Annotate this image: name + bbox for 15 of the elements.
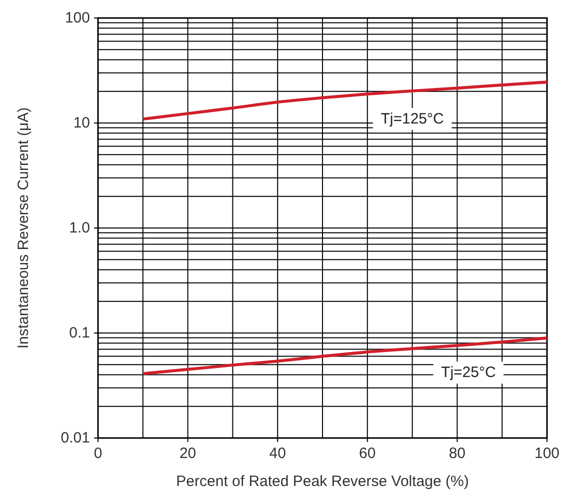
y-tick-label: 1.0 <box>69 220 90 236</box>
x-tick-label: 100 <box>534 445 560 462</box>
x-axis-title: Percent of Rated Peak Reverse Voltage (%) <box>176 473 469 490</box>
series-label: Tj=125°C <box>380 110 444 128</box>
x-tick-label: 80 <box>448 445 466 462</box>
x-tick-label: 40 <box>269 445 286 462</box>
y-tick-label: 100 <box>64 10 90 26</box>
x-tick-label: 60 <box>359 445 376 462</box>
x-tick-label: 0 <box>94 445 102 462</box>
y-axis-title: Instantaneous Reverse Current (μA) <box>15 107 32 349</box>
series-label: Tj=25°C <box>441 364 496 382</box>
x-tick-label: 20 <box>179 445 196 462</box>
y-tick-label: 0.01 <box>60 430 90 446</box>
y-tick-label: 10 <box>73 114 90 132</box>
y-tick-label: 0.1 <box>69 324 90 342</box>
